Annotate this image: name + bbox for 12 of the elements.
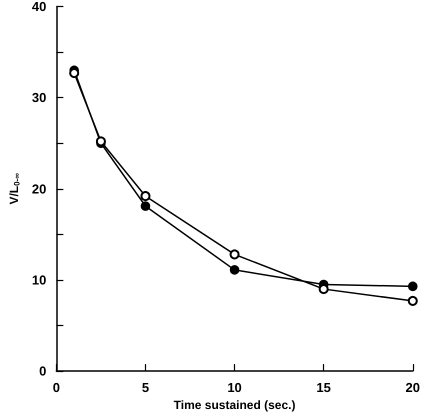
y-tick-label: 0 xyxy=(39,364,46,379)
y-tick-label: 30 xyxy=(32,90,46,106)
x-tick-label: 10 xyxy=(227,380,242,396)
x-axis-title: Time sustained (sec.) xyxy=(174,398,296,412)
y-tick-label: 10 xyxy=(32,272,46,288)
x-tick-label: 20 xyxy=(406,380,420,396)
y-tick-label: 20 xyxy=(32,181,46,196)
y-tick-label: 40 xyxy=(32,0,46,14)
y-axis-title: V/L0-∞ xyxy=(7,172,22,205)
x-tick-label: 0 xyxy=(52,380,60,396)
x-tick-label: 15 xyxy=(316,380,331,396)
x-tick-label: 5 xyxy=(142,380,150,396)
